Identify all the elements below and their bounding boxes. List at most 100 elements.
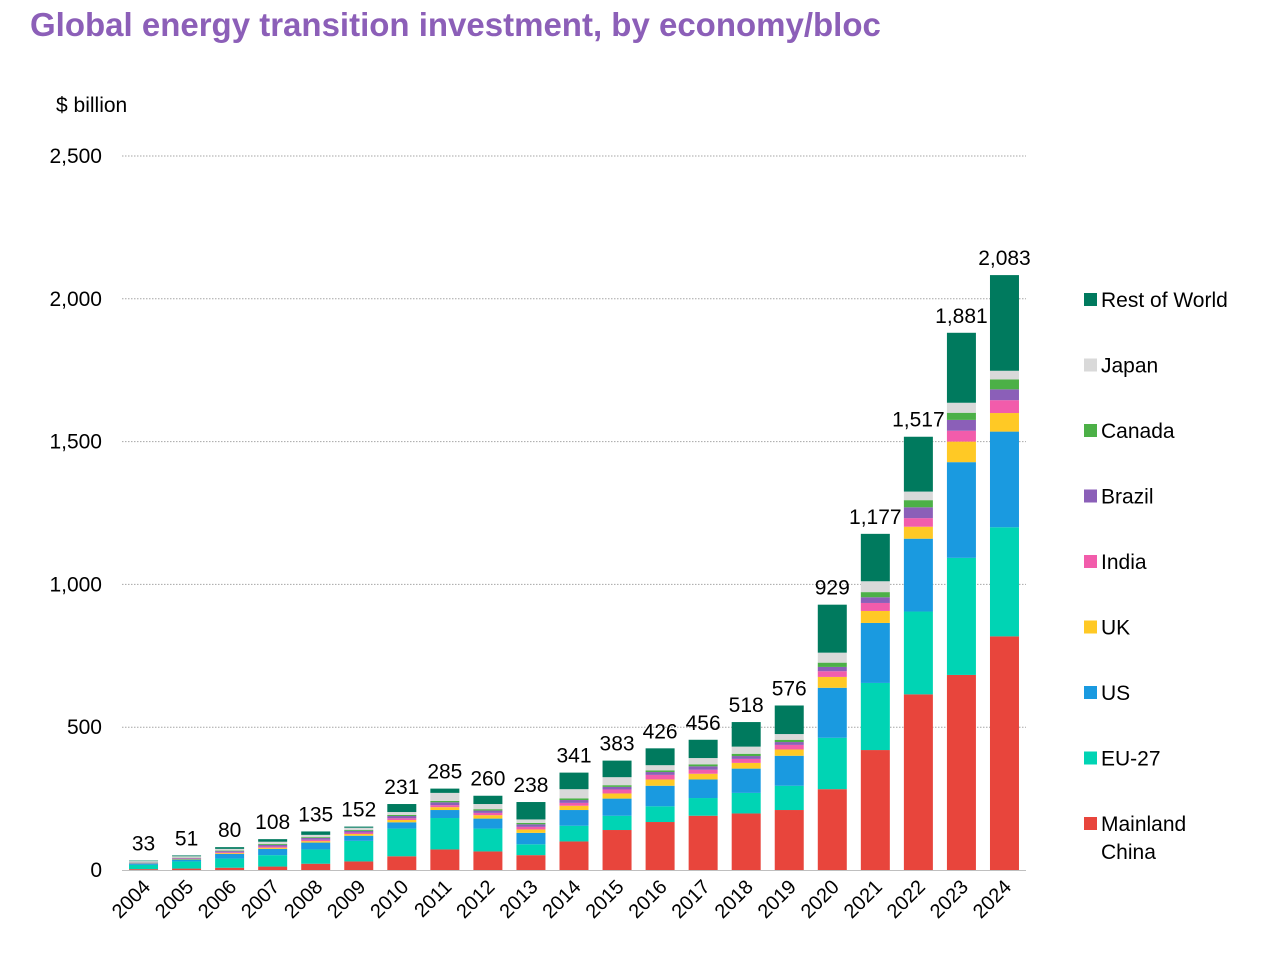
bar-segment bbox=[258, 844, 288, 845]
bar-segment bbox=[559, 789, 589, 799]
data-label: 2,083 bbox=[978, 247, 1031, 270]
bar-segment bbox=[215, 847, 245, 849]
bar-segment bbox=[129, 861, 159, 863]
bar-segment bbox=[258, 844, 288, 847]
data-label: 1,177 bbox=[849, 506, 902, 529]
legend-label: UK bbox=[1101, 617, 1130, 640]
bar-segment bbox=[473, 851, 503, 870]
bar-segment bbox=[817, 676, 847, 688]
bar-segment bbox=[301, 849, 331, 864]
bar-segment bbox=[688, 779, 718, 799]
bar-segment bbox=[774, 734, 804, 740]
x-tick-label: 2015 bbox=[582, 876, 629, 923]
bar-segment bbox=[430, 802, 460, 806]
bar-segment bbox=[645, 806, 675, 823]
bar-segment bbox=[688, 798, 718, 816]
bar-segment bbox=[860, 622, 890, 683]
bar-segment bbox=[688, 739, 718, 759]
bar-segment bbox=[473, 804, 503, 810]
bar-segment bbox=[344, 861, 374, 870]
bar-segment bbox=[516, 824, 546, 827]
bar-segment bbox=[774, 739, 804, 743]
bar-segment bbox=[731, 746, 761, 754]
legend-label: Mainland bbox=[1101, 813, 1186, 836]
bar-segment bbox=[430, 810, 460, 819]
bar-segment bbox=[430, 792, 460, 801]
bar-segment bbox=[430, 849, 460, 870]
bar-segment bbox=[387, 812, 417, 815]
bar-segment bbox=[559, 805, 589, 811]
bar-segment bbox=[860, 597, 890, 603]
bar-segment bbox=[817, 671, 847, 677]
data-label: 152 bbox=[341, 799, 376, 822]
bar-segment bbox=[387, 818, 417, 821]
bar-segment bbox=[946, 412, 976, 420]
bar-segment bbox=[903, 491, 933, 501]
x-tick-label: 2009 bbox=[323, 876, 370, 923]
bar-segment bbox=[731, 768, 761, 793]
data-label: 518 bbox=[729, 694, 764, 717]
bar-segment bbox=[903, 538, 933, 612]
legend-label: EU-27 bbox=[1101, 748, 1161, 771]
bar-segment bbox=[430, 807, 460, 811]
bar-segment bbox=[817, 687, 847, 738]
data-label: 231 bbox=[384, 776, 419, 799]
bar-segment bbox=[344, 826, 374, 828]
bar-segment bbox=[989, 389, 1019, 401]
legend-label: Japan bbox=[1101, 355, 1158, 378]
data-label: 33 bbox=[132, 833, 155, 856]
bar-segment bbox=[602, 785, 632, 787]
x-tick-label: 2011 bbox=[410, 876, 456, 922]
bar-segment bbox=[774, 810, 804, 870]
bar-segment bbox=[688, 773, 718, 780]
legend-swatch bbox=[1084, 817, 1097, 830]
bar-segment bbox=[559, 800, 589, 803]
bar-segment bbox=[946, 441, 976, 463]
bar-segment bbox=[473, 812, 503, 816]
x-tick-label: 2021 bbox=[840, 876, 887, 923]
bar-segment bbox=[903, 518, 933, 527]
bar-segment bbox=[301, 837, 331, 839]
bar-segment bbox=[817, 662, 847, 667]
bar-segment bbox=[430, 800, 460, 803]
data-label: 135 bbox=[298, 803, 333, 826]
bar-segment bbox=[731, 758, 761, 763]
bar-segment bbox=[688, 815, 718, 870]
data-label: 576 bbox=[772, 677, 807, 700]
bar-segment bbox=[989, 431, 1019, 528]
bar-segment bbox=[172, 858, 202, 860]
data-label: 456 bbox=[686, 712, 721, 735]
bar-segment bbox=[903, 526, 933, 539]
bar-segment bbox=[645, 779, 675, 786]
y-tick-label: 1,000 bbox=[49, 573, 102, 596]
bar-segment bbox=[602, 760, 632, 778]
bar-segment bbox=[946, 332, 976, 403]
y-tick-label: 2,000 bbox=[49, 288, 102, 311]
bar-segment bbox=[731, 753, 761, 757]
bar-segment bbox=[172, 856, 202, 858]
bar-segment bbox=[774, 755, 804, 786]
bar-segment bbox=[731, 756, 761, 759]
bar-segment bbox=[215, 854, 245, 859]
bar-segment bbox=[989, 379, 1019, 390]
x-tick-label: 2013 bbox=[495, 876, 542, 923]
bar-segment bbox=[559, 802, 589, 806]
x-tick-label: 2007 bbox=[237, 876, 284, 923]
bar-segment bbox=[129, 860, 159, 862]
bar-segment bbox=[946, 462, 976, 558]
legend-label: China bbox=[1101, 841, 1156, 864]
x-tick-label: 2008 bbox=[280, 876, 327, 923]
bar-segment bbox=[430, 805, 460, 808]
bar-segment bbox=[258, 848, 288, 856]
bar-segment bbox=[301, 863, 331, 870]
legend-swatch bbox=[1084, 489, 1097, 503]
bar-segment bbox=[172, 859, 202, 862]
bar-segment bbox=[860, 610, 890, 623]
bar-segment bbox=[301, 841, 331, 843]
bar-segment bbox=[430, 818, 460, 850]
bar-segment bbox=[946, 557, 976, 675]
bar-segment bbox=[516, 822, 546, 825]
bar-segment bbox=[989, 413, 1019, 432]
y-tick-label: 1,500 bbox=[49, 431, 102, 454]
